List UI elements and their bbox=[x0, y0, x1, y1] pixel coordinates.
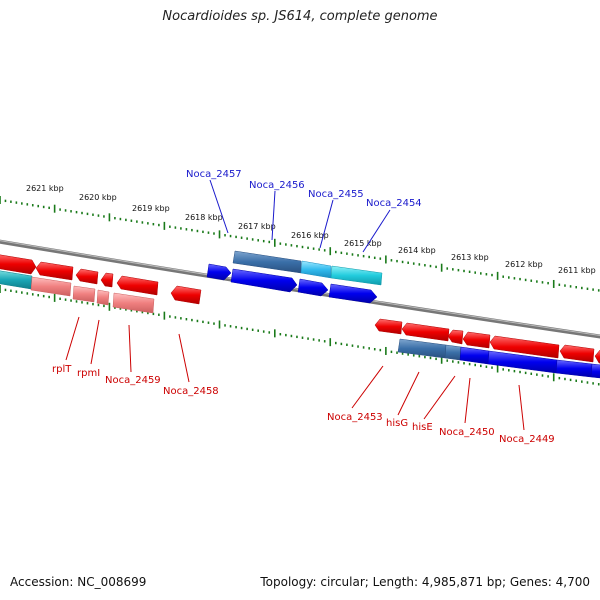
leader-line bbox=[464, 377, 471, 424]
gene-arrow[interactable] bbox=[0, 254, 37, 275]
scale-label: 2617 kbp bbox=[238, 222, 276, 231]
gene-arrow[interactable] bbox=[462, 331, 491, 349]
leader-line bbox=[271, 190, 276, 241]
gene-arrow[interactable] bbox=[300, 260, 332, 279]
gene-arrow[interactable] bbox=[100, 272, 114, 288]
leader-line bbox=[65, 316, 80, 361]
scale-labels: 2621 kbp 2620 kbp 2619 kbp 2618 kbp 2617 kbp… bbox=[26, 184, 596, 275]
leader-line bbox=[362, 209, 391, 253]
scale-label: 2620 kbp bbox=[79, 193, 117, 202]
genome-info-text: Topology: circular; Length: 4,985,871 bp… bbox=[260, 575, 590, 589]
gene-arrow[interactable] bbox=[374, 318, 403, 335]
scale-label: 2619 kbp bbox=[132, 204, 170, 213]
leader-line bbox=[423, 375, 456, 420]
gene-arrow[interactable] bbox=[116, 275, 159, 296]
scale-label: 2616 kbp bbox=[291, 231, 329, 240]
scale-label: 2614 kbp bbox=[398, 246, 436, 255]
label-leaders bbox=[65, 179, 525, 431]
gene-arrow[interactable] bbox=[444, 344, 462, 361]
scale-label: 2621 kbp bbox=[26, 184, 64, 193]
gene-arrow[interactable] bbox=[459, 346, 490, 365]
gene-label[interactable]: Noca_2457 bbox=[186, 169, 242, 180]
gene-arrow[interactable] bbox=[35, 261, 74, 281]
leader-line bbox=[518, 384, 525, 431]
gene-arrow[interactable] bbox=[594, 349, 600, 364]
gene-arrow[interactable] bbox=[590, 363, 600, 379]
gene-label[interactable]: Noca_2454 bbox=[366, 198, 422, 209]
scale-ticks-outer bbox=[0, 196, 600, 292]
map-title: Nocardioides sp. JS614, complete genome bbox=[162, 9, 438, 24]
gene-label[interactable]: rpmI bbox=[77, 368, 100, 379]
minus-strand-genes bbox=[0, 254, 600, 364]
gene-labels-bottom-left: rplT rpmI Noca_2459 Noca_2458 bbox=[52, 364, 219, 397]
gene-arrow[interactable] bbox=[489, 335, 560, 359]
scale-label: 2611 kbp bbox=[558, 266, 596, 275]
scale-label: 2615 kbp bbox=[344, 239, 382, 248]
gene-label[interactable]: hisE bbox=[412, 422, 433, 433]
gene-label[interactable]: hisG bbox=[386, 418, 408, 429]
leader-line bbox=[319, 199, 334, 249]
gene-arrow[interactable] bbox=[230, 268, 298, 293]
gene-arrow[interactable] bbox=[72, 285, 96, 303]
gene-arrow[interactable] bbox=[447, 329, 464, 345]
leader-line bbox=[128, 324, 132, 373]
gene-arrow[interactable] bbox=[297, 278, 329, 297]
accession-text: Accession: NC_008699 bbox=[10, 575, 147, 589]
gene-labels-top: Noca_2457 Noca_2456 Noca_2455 Noca_2454 bbox=[186, 169, 422, 209]
gene-arrow[interactable] bbox=[559, 344, 595, 363]
leader-line bbox=[90, 319, 100, 365]
scale-label: 2618 kbp bbox=[185, 213, 223, 222]
gene-arrow[interactable] bbox=[112, 292, 155, 314]
gene-arrow[interactable] bbox=[328, 283, 378, 304]
gene-label[interactable]: Noca_2449 bbox=[499, 434, 555, 445]
gene-labels-bottom-right: Noca_2453 hisG hisE Noca_2450 Noca_2449 bbox=[327, 412, 555, 445]
leader-line bbox=[397, 371, 420, 416]
gene-label[interactable]: Noca_2453 bbox=[327, 412, 383, 423]
gene-arrow[interactable] bbox=[555, 359, 593, 378]
gene-label[interactable]: rplT bbox=[52, 364, 72, 375]
scale-label: 2613 kbp bbox=[451, 253, 489, 262]
plus-strand-genes bbox=[0, 250, 600, 379]
gene-label[interactable]: Noca_2458 bbox=[163, 386, 219, 397]
gene-label[interactable]: Noca_2459 bbox=[105, 375, 161, 386]
gene-arrow[interactable] bbox=[330, 265, 383, 286]
gene-arrow[interactable] bbox=[170, 285, 202, 305]
gene-arrow[interactable] bbox=[232, 250, 302, 274]
leader-line bbox=[178, 333, 190, 383]
leader-line bbox=[351, 365, 384, 409]
gene-arrow[interactable] bbox=[75, 268, 99, 285]
gene-arrow[interactable] bbox=[206, 263, 232, 281]
leader-line bbox=[209, 179, 229, 234]
gene-arrow[interactable] bbox=[401, 322, 450, 342]
gene-arrow[interactable] bbox=[30, 276, 72, 297]
gene-label[interactable]: Noca_2450 bbox=[439, 427, 495, 438]
scale-label: 2612 kbp bbox=[505, 260, 543, 269]
gene-label[interactable]: Noca_2455 bbox=[308, 189, 364, 200]
gene-arrow[interactable] bbox=[397, 338, 447, 359]
gene-arrow[interactable] bbox=[96, 289, 110, 306]
gene-label[interactable]: Noca_2456 bbox=[249, 180, 305, 191]
